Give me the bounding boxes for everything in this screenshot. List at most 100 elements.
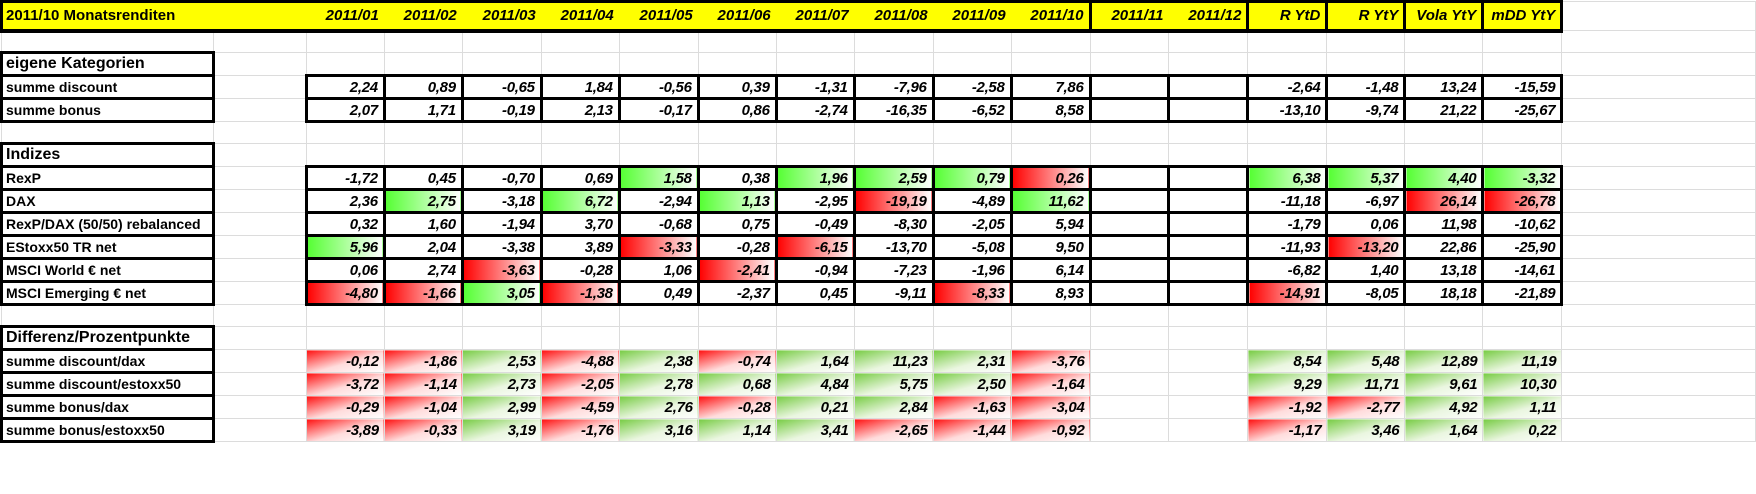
empty-cell[interactable] [1247, 30, 1328, 53]
value-cell[interactable]: 2,13 [539, 97, 621, 123]
value-cell[interactable]: -2,64 [1246, 74, 1329, 100]
empty-cell[interactable] [1247, 143, 1328, 167]
value-cell[interactable]: -1,48 [1325, 74, 1407, 100]
value-cell[interactable]: -1,17 [1247, 418, 1328, 442]
value-cell[interactable]: 4,92 [1404, 395, 1484, 419]
empty-cell[interactable] [1561, 395, 1756, 419]
value-cell[interactable]: -1,94 [460, 211, 543, 237]
value-cell[interactable]: 0,89 [382, 74, 464, 100]
value-cell[interactable]: -9,11 [852, 280, 935, 306]
column-header[interactable]: 2011/03 [461, 0, 542, 33]
value-cell[interactable] [1089, 395, 1170, 419]
value-cell[interactable]: 0,22 [1482, 418, 1563, 442]
value-cell[interactable]: -13,20 [1325, 234, 1407, 260]
value-cell[interactable]: -3,04 [1010, 395, 1091, 419]
value-cell[interactable]: 9,61 [1404, 372, 1484, 396]
empty-cell[interactable] [1561, 52, 1756, 76]
value-cell[interactable]: -2,77 [1326, 395, 1406, 419]
value-cell[interactable]: -6,82 [1246, 257, 1329, 283]
column-header[interactable]: 2011/08 [853, 0, 934, 33]
value-cell[interactable]: 13,24 [1403, 74, 1485, 100]
empty-cell[interactable] [212, 326, 307, 350]
value-cell[interactable]: -1,04 [383, 395, 463, 419]
value-cell[interactable] [1089, 372, 1170, 396]
empty-cell[interactable] [618, 304, 699, 327]
empty-cell[interactable] [775, 326, 855, 350]
empty-cell[interactable] [1561, 143, 1756, 167]
value-cell[interactable]: 3,46 [1326, 418, 1406, 442]
row-label[interactable]: MSCI Emerging € net [0, 280, 215, 306]
value-cell[interactable]: 2,53 [461, 349, 542, 373]
value-cell[interactable] [1088, 165, 1171, 191]
column-header[interactable]: 2011/11 [1088, 0, 1170, 33]
value-cell[interactable] [1168, 395, 1249, 419]
value-cell[interactable]: 8,58 [1009, 97, 1092, 123]
value-cell[interactable] [1167, 188, 1250, 214]
empty-cell[interactable] [1326, 326, 1406, 350]
value-cell[interactable]: 1,58 [617, 165, 700, 191]
column-header[interactable]: R YtY [1325, 0, 1406, 33]
empty-cell[interactable] [1326, 143, 1406, 167]
empty-cell[interactable] [305, 143, 385, 167]
empty-cell[interactable] [1404, 121, 1484, 144]
value-cell[interactable]: -8,30 [852, 211, 935, 237]
value-cell[interactable]: 11,71 [1326, 372, 1406, 396]
empty-cell[interactable] [697, 326, 777, 350]
empty-cell[interactable] [1089, 121, 1170, 144]
empty-cell[interactable] [1404, 304, 1484, 327]
value-cell[interactable]: 11,23 [853, 349, 934, 373]
empty-cell[interactable] [1010, 143, 1091, 167]
empty-cell[interactable] [618, 52, 699, 76]
value-cell[interactable] [1168, 372, 1249, 396]
value-cell[interactable] [1088, 234, 1171, 260]
value-cell[interactable]: -0,17 [617, 97, 700, 123]
header-cell[interactable] [212, 0, 307, 33]
value-cell[interactable]: -0,65 [460, 74, 543, 100]
value-cell[interactable]: 2,38 [618, 349, 699, 373]
empty-cell[interactable] [853, 121, 934, 144]
empty-cell[interactable] [775, 143, 855, 167]
empty-cell[interactable] [212, 372, 307, 396]
value-cell[interactable]: -3,32 [1481, 165, 1564, 191]
value-cell[interactable] [1089, 418, 1170, 442]
value-cell[interactable]: 9,29 [1247, 372, 1328, 396]
empty-cell[interactable] [1561, 418, 1756, 442]
empty-cell[interactable] [1168, 326, 1249, 350]
value-cell[interactable]: 2,76 [618, 395, 699, 419]
value-cell[interactable]: -4,80 [304, 280, 386, 306]
empty-cell[interactable] [1010, 326, 1091, 350]
value-cell[interactable]: 8,54 [1247, 349, 1328, 373]
value-cell[interactable]: 6,72 [539, 188, 621, 214]
empty-cell[interactable] [775, 121, 855, 144]
empty-cell[interactable] [618, 143, 699, 167]
value-cell[interactable]: 0,45 [382, 165, 464, 191]
value-cell[interactable]: 2,50 [932, 372, 1012, 396]
column-header[interactable]: 2011/12 [1168, 0, 1249, 33]
value-cell[interactable]: -25,67 [1481, 97, 1564, 123]
empty-cell[interactable] [212, 143, 307, 167]
value-cell[interactable]: 11,19 [1482, 349, 1563, 373]
empty-cell[interactable] [1326, 30, 1406, 53]
value-cell[interactable]: -19,19 [852, 188, 935, 214]
value-cell[interactable]: 1,14 [697, 418, 777, 442]
empty-cell[interactable] [1561, 372, 1756, 396]
empty-cell[interactable] [1247, 121, 1328, 144]
value-cell[interactable]: 18,18 [1403, 280, 1485, 306]
value-cell[interactable]: 2,99 [461, 395, 542, 419]
empty-cell[interactable] [383, 52, 463, 76]
empty-cell[interactable] [1168, 143, 1249, 167]
empty-cell[interactable] [1326, 52, 1406, 76]
value-cell[interactable]: -1,76 [540, 418, 620, 442]
value-cell[interactable]: -1,92 [1247, 395, 1328, 419]
value-cell[interactable]: 9,50 [1009, 234, 1092, 260]
value-cell[interactable]: -4,59 [540, 395, 620, 419]
value-cell[interactable]: -2,94 [617, 188, 700, 214]
value-cell[interactable]: -6,52 [931, 97, 1013, 123]
empty-cell[interactable] [1561, 189, 1756, 213]
value-cell[interactable]: -0,19 [460, 97, 543, 123]
empty-cell[interactable] [461, 121, 542, 144]
value-cell[interactable] [1167, 280, 1250, 306]
value-cell[interactable]: 11,98 [1403, 211, 1485, 237]
empty-cell[interactable] [461, 30, 542, 53]
empty-cell[interactable] [1089, 304, 1170, 327]
